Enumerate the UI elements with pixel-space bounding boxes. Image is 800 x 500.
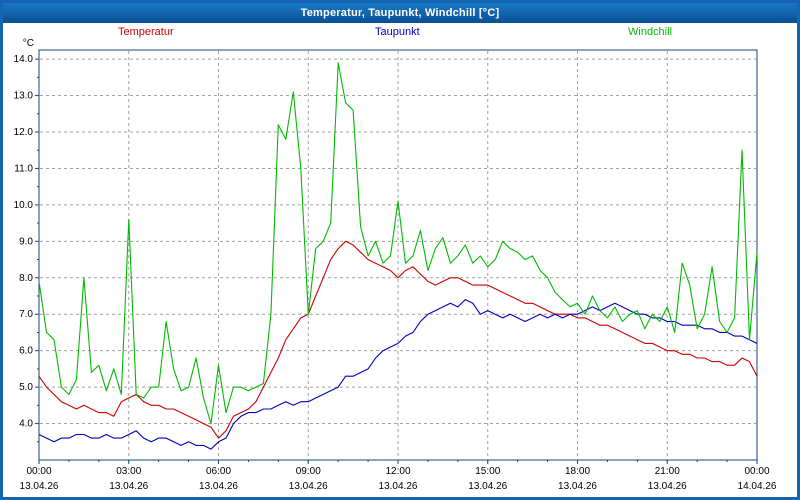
svg-text:14.04.26: 14.04.26 — [738, 481, 777, 492]
series-line-temperatur — [38, 240, 758, 439]
svg-text:12:00: 12:00 — [385, 466, 410, 477]
svg-text:13.0: 13.0 — [14, 91, 34, 102]
svg-text:14.0: 14.0 — [14, 54, 34, 65]
svg-text:13.04.26: 13.04.26 — [648, 481, 687, 492]
svg-text:21:00: 21:00 — [655, 466, 680, 477]
svg-text:9.0: 9.0 — [19, 236, 33, 247]
series-line-windchill — [38, 62, 758, 425]
svg-text:00:00: 00:00 — [744, 466, 769, 477]
svg-text:13.04.26: 13.04.26 — [199, 481, 238, 492]
svg-text:10.0: 10.0 — [14, 200, 34, 211]
svg-text:13.04.26: 13.04.26 — [20, 481, 59, 492]
window-title: Temperatur, Taupunkt, Windchill [°C] — [300, 7, 500, 19]
svg-text:13.04.26: 13.04.26 — [379, 481, 418, 492]
svg-text:12.0: 12.0 — [14, 127, 34, 138]
svg-text:15:00: 15:00 — [475, 466, 500, 477]
svg-text:03:00: 03:00 — [116, 466, 141, 477]
svg-text:6.0: 6.0 — [19, 346, 33, 357]
svg-text:7.0: 7.0 — [19, 309, 33, 320]
series-line-taupunkt — [38, 299, 758, 450]
svg-text:06:00: 06:00 — [206, 466, 231, 477]
legend-taupunkt: Taupunkt — [375, 26, 420, 38]
svg-text:13.04.26: 13.04.26 — [109, 481, 148, 492]
svg-text:13.04.26: 13.04.26 — [558, 481, 597, 492]
legend-windchill: Windchill — [628, 26, 673, 38]
svg-text:11.0: 11.0 — [14, 163, 33, 174]
window-titlebar: Temperatur, Taupunkt, Windchill [°C] — [3, 3, 797, 23]
svg-text:5.0: 5.0 — [19, 382, 33, 393]
svg-text:4.0: 4.0 — [19, 419, 33, 430]
svg-text:13.04.26: 13.04.26 — [289, 481, 328, 492]
chart-content: Temperatur Taupunkt Windchill °C 4.0 5.0 6.… — [3, 23, 797, 497]
svg-text:°C: °C — [23, 38, 34, 49]
axis-ticks — [35, 58, 758, 464]
legend-temperatur: Temperatur — [118, 26, 174, 38]
gridlines — [40, 51, 756, 459]
svg-text:00:00: 00:00 — [26, 466, 51, 477]
svg-text:09:00: 09:00 — [296, 466, 321, 477]
svg-text:18:00: 18:00 — [565, 466, 590, 477]
axis-labels: °C 4.0 5.0 6.0 7.0 8.0 9.0 10.0 11.0 12.0 13.0 14.0… — [14, 38, 777, 492]
svg-text:8.0: 8.0 — [19, 273, 33, 284]
chart-svg: °C 4.0 5.0 6.0 7.0 8.0 9.0 10.0 11.0 12.0 13.0 14.0… — [14, 38, 777, 492]
svg-text:13.04.26: 13.04.26 — [468, 481, 507, 492]
